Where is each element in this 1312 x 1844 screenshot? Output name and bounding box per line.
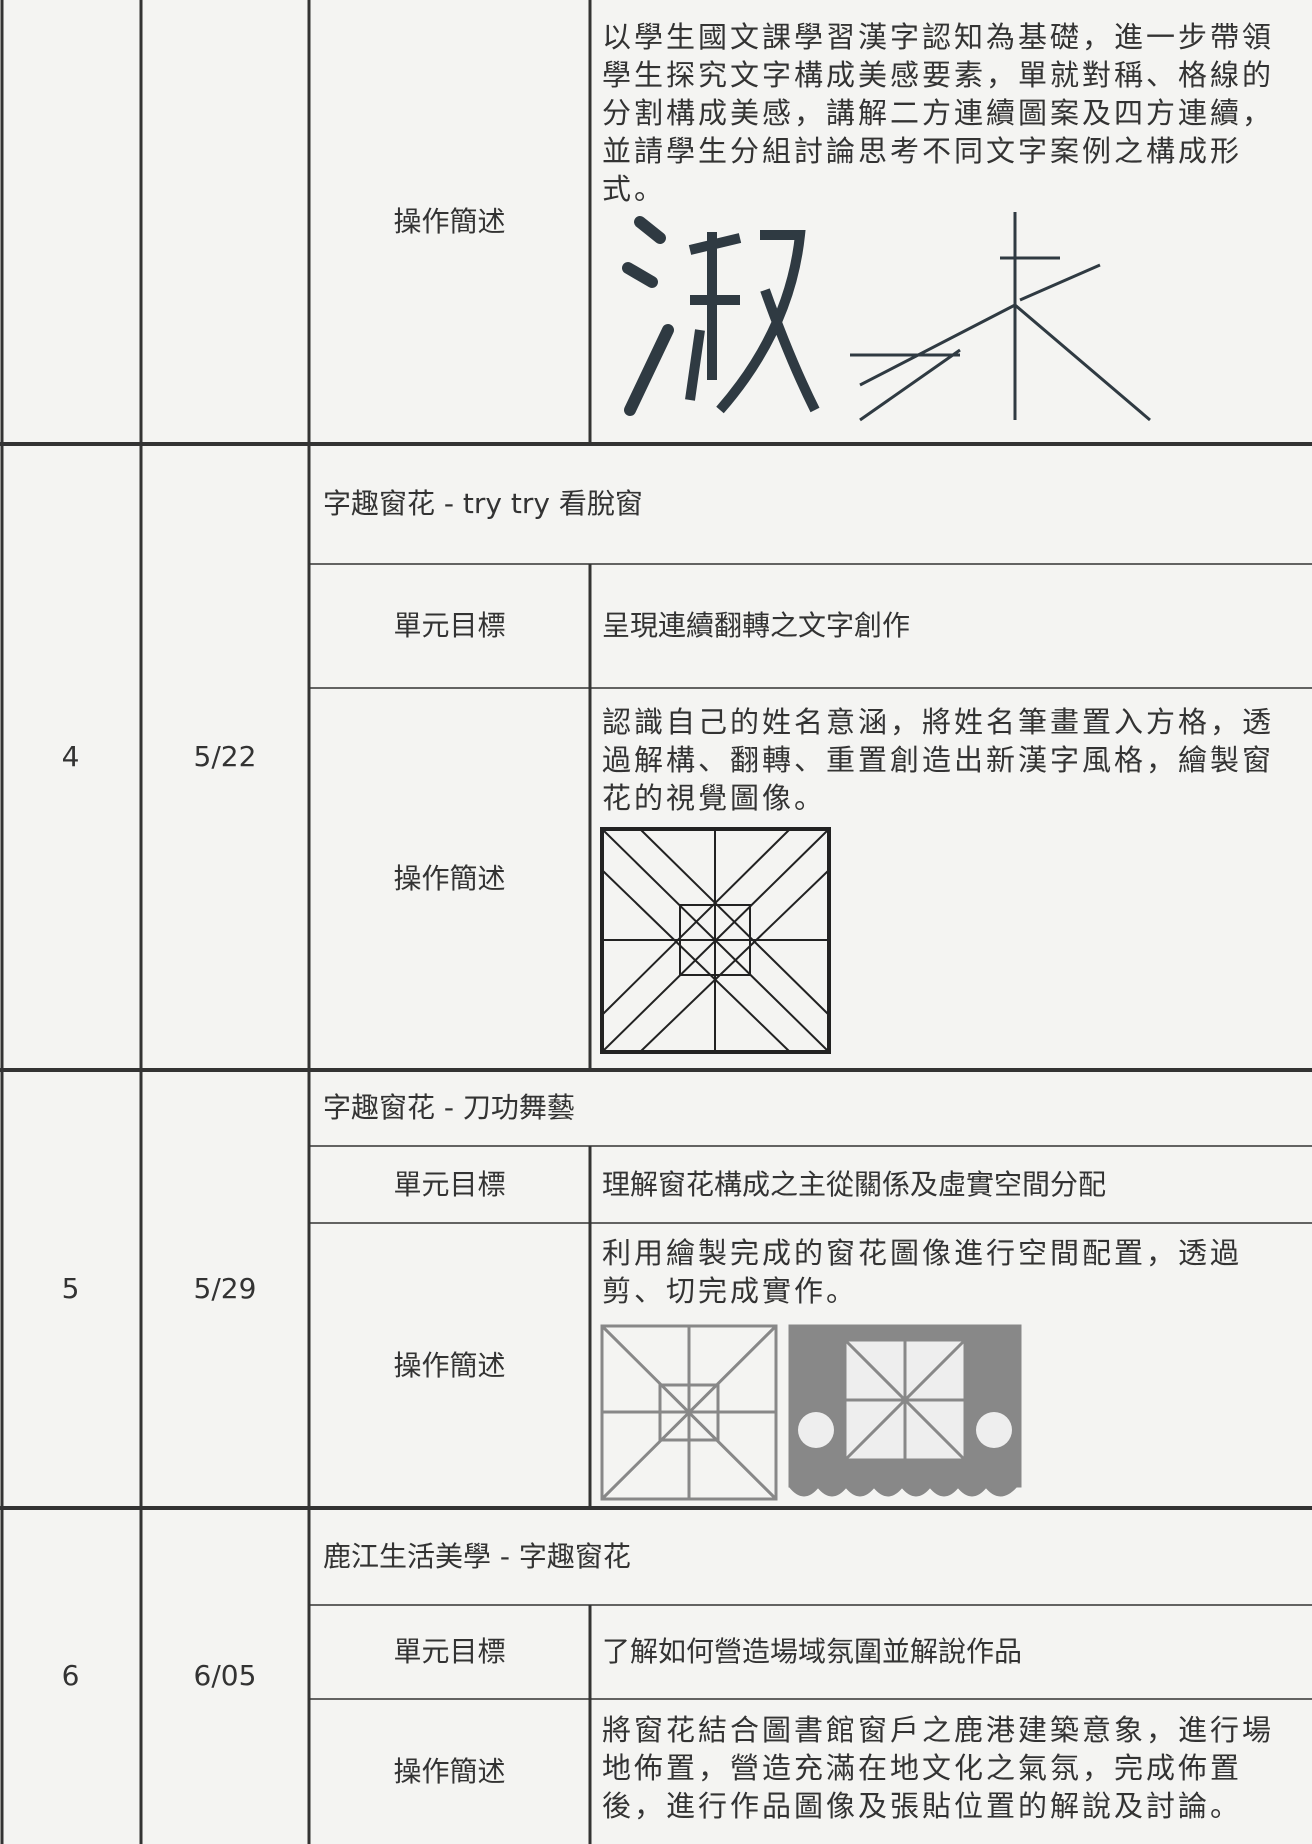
session-date: 5/29 — [193, 1272, 257, 1305]
method-text: 認識自己的姓名意涵，將姓名筆畫置入方格，透過解構、翻轉、重置創造出新漢字風格，繪… — [602, 705, 1275, 815]
goal-label: 單元目標 — [393, 609, 506, 642]
goal-label: 單元目標 — [393, 1635, 506, 1668]
method-label: 操作簡述 — [393, 1754, 506, 1788]
character-illustration — [622, 212, 1151, 422]
method-label: 操作簡述 — [393, 1348, 506, 1382]
goal-text: 呈現連續翻轉之文字創作 — [602, 609, 911, 642]
method-text: 以學生國文課學習漢字認知為基礎，進一步帶領學生探究文字構成美感要素，單就對稱、格… — [602, 20, 1275, 206]
session-date: 6/05 — [193, 1659, 257, 1692]
session-number: 4 — [61, 740, 80, 773]
paper-cut-illustration — [600, 1324, 1022, 1501]
method-text: 將窗花結合圖書館窗戶之鹿港建築意象，進行場地佈置，營造充滿在地文化之氣氛，完成佈… — [602, 1713, 1275, 1823]
goal-text: 理解窗花構成之主從關係及虛實空間分配 — [602, 1167, 1107, 1201]
session-date: 5/22 — [193, 740, 257, 773]
session-title: 鹿江生活美學 - 字趣窗花 — [323, 1539, 631, 1573]
session-number: 6 — [61, 1659, 80, 1692]
session-title: 字趣窗花 - try try 看脫窗 — [323, 487, 643, 520]
goal-label: 單元目標 — [393, 1167, 506, 1201]
goal-text: 了解如何營造場域氛圍並解說作品 — [602, 1635, 1023, 1668]
session-number: 5 — [61, 1272, 80, 1305]
method-label: 操作簡述 — [393, 205, 506, 238]
session-title: 字趣窗花 - 刀功舞藝 — [323, 1091, 575, 1124]
method-label: 操作簡述 — [393, 862, 506, 895]
method-text: 利用繪製完成的窗花圖像進行空間配置，透過剪、切完成實作。 — [602, 1236, 1243, 1308]
pattern-illustration — [600, 827, 831, 1054]
